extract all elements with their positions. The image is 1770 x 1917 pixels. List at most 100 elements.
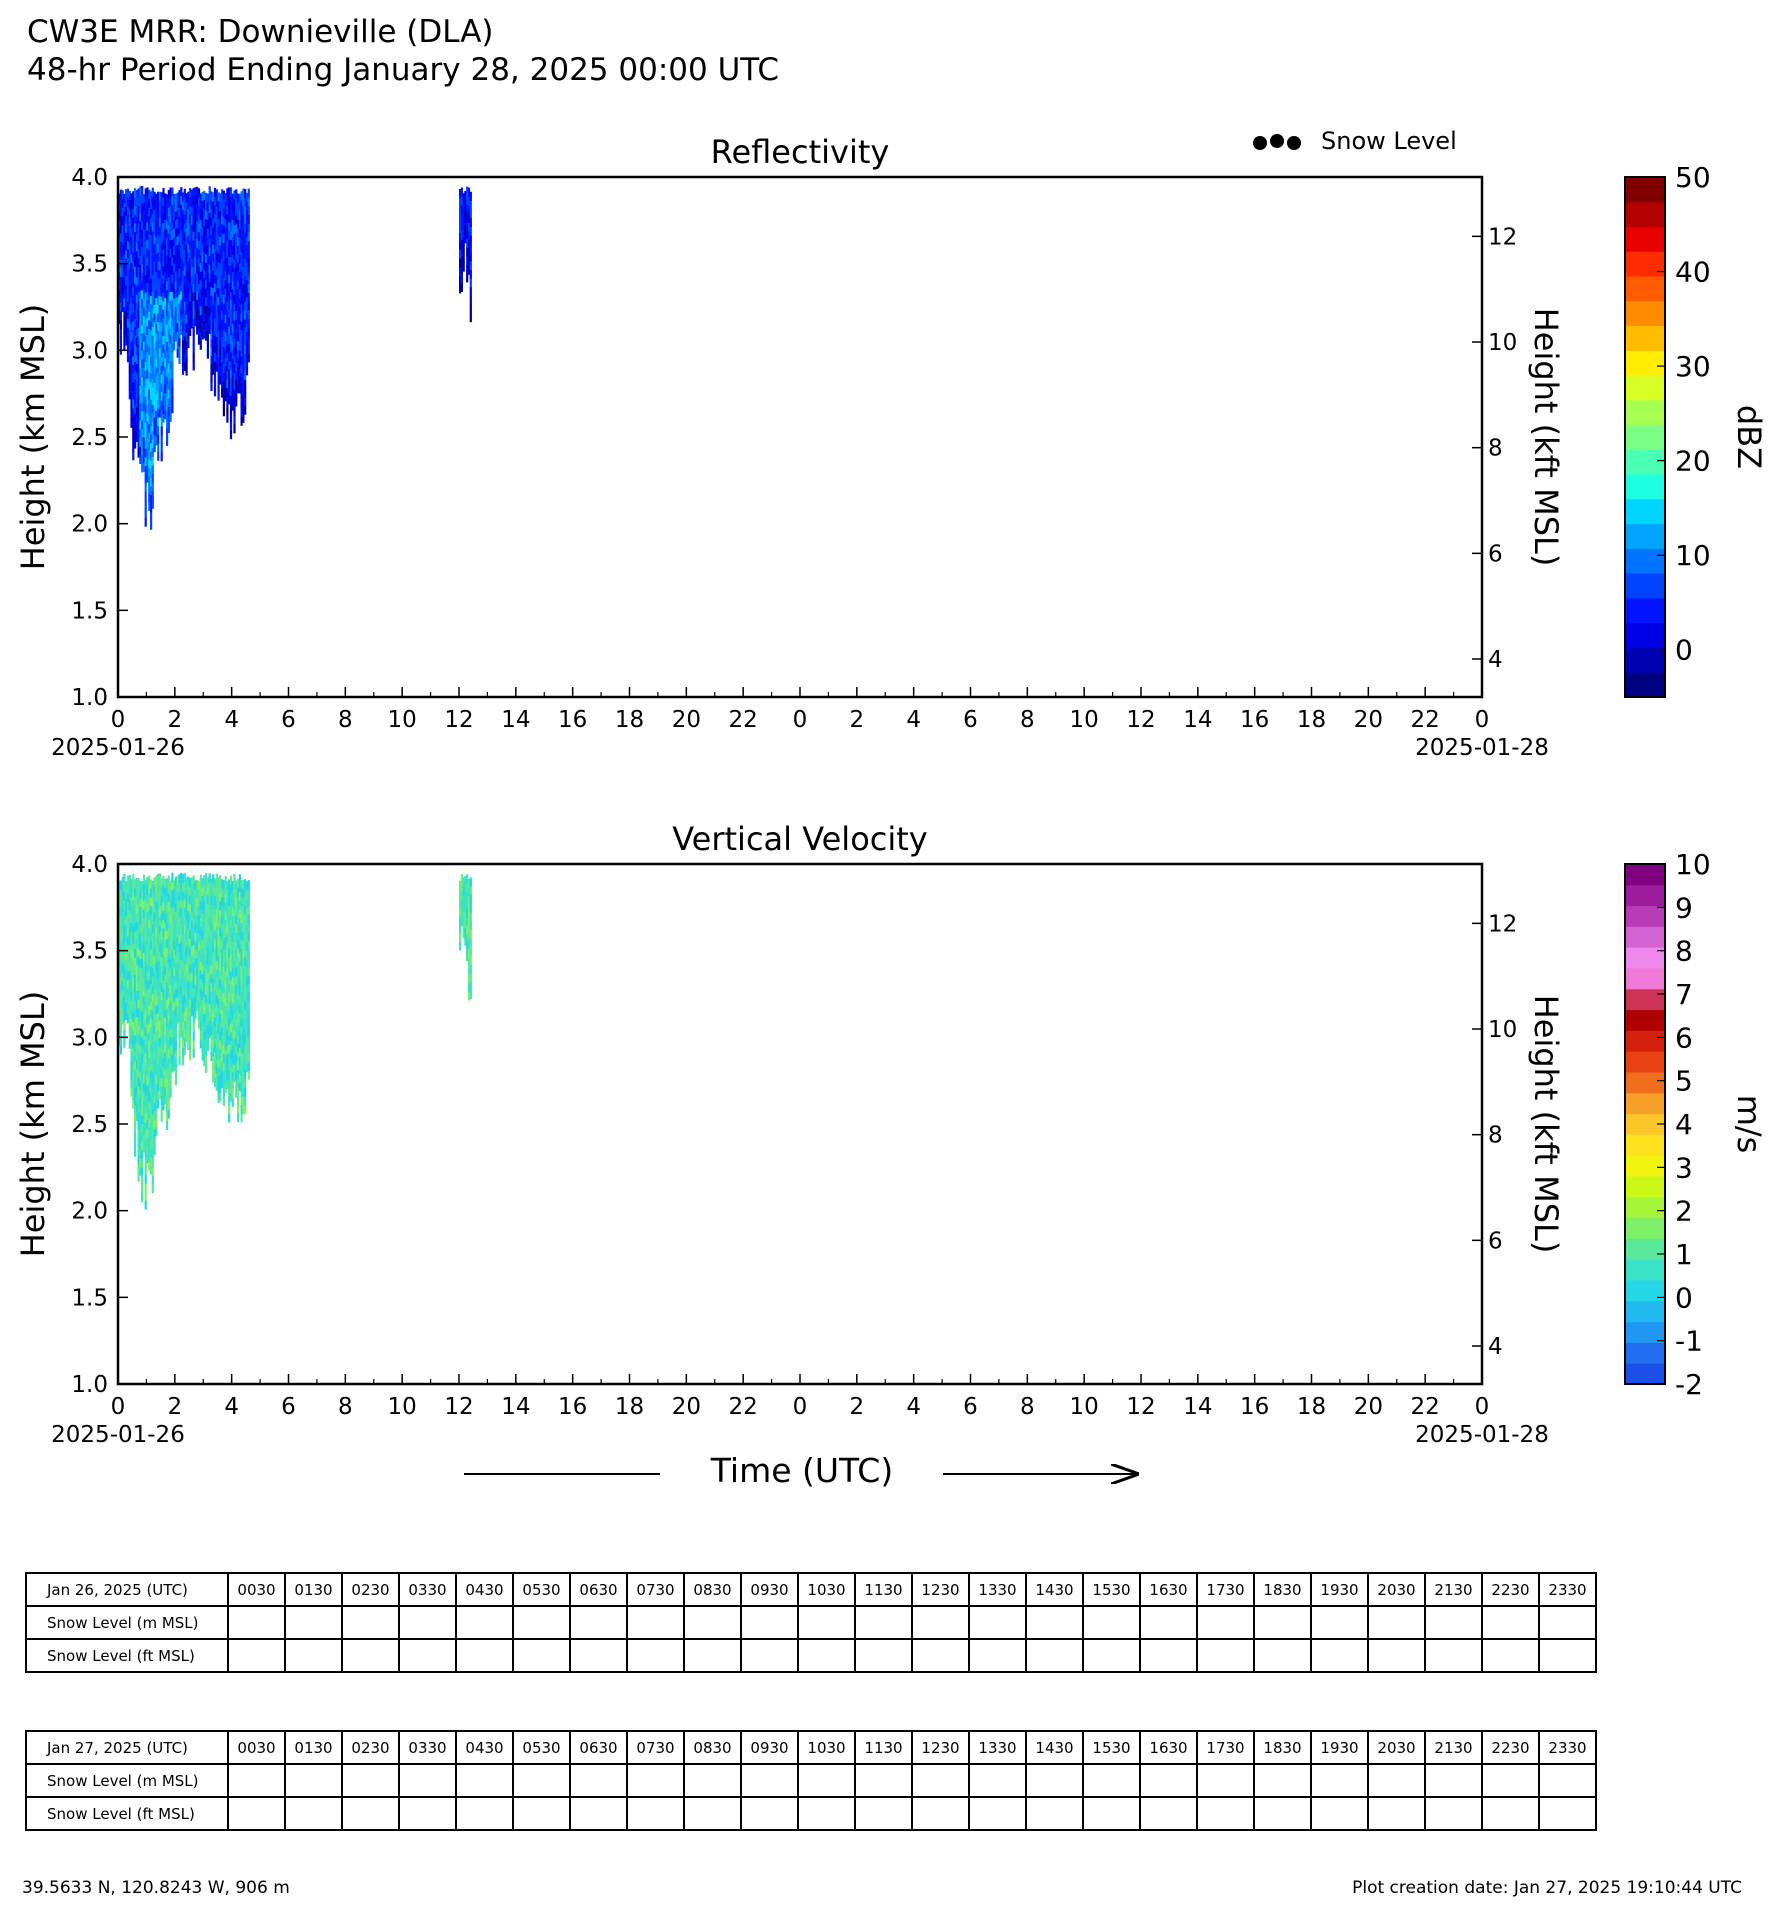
echo-cell: [229, 901, 233, 911]
echo-cell: [142, 263, 146, 273]
echo-cell: [166, 1025, 169, 1035]
echo-cell: [173, 245, 176, 255]
echo-cell: [151, 361, 154, 371]
echo-cell: [229, 378, 233, 388]
echo-cell: [164, 288, 167, 298]
echo-cell: [123, 926, 126, 936]
echo-cell: [135, 1008, 138, 1018]
y-tick-label: 3.5: [71, 939, 108, 965]
echo-cell: [229, 1066, 233, 1076]
echo-cell: [151, 958, 154, 968]
echo-cell: [189, 938, 192, 948]
echo-cell: [226, 318, 229, 328]
echo-cell: [183, 284, 186, 294]
echo-cell: [153, 347, 156, 357]
echo-cell: [125, 215, 128, 225]
echo-cell: [189, 231, 192, 241]
echo-cell: [245, 296, 249, 306]
echo-cell: [176, 953, 179, 963]
echo-cell: [174, 946, 177, 956]
echo-cell: [221, 197, 224, 207]
echo-cell: [132, 312, 135, 322]
echo-cell: [222, 285, 225, 295]
colorbar-segment: [1625, 375, 1665, 401]
echo-cell: [162, 404, 165, 414]
echo-cell: [158, 278, 161, 288]
table-value-cell: [398, 1796, 457, 1831]
echo-cell: [196, 282, 199, 292]
echo-cell: [219, 970, 222, 980]
echo-cell: [158, 933, 161, 943]
echo-cell: [169, 1010, 172, 1020]
echo-cell: [153, 313, 156, 323]
echo-cell: [128, 996, 131, 1006]
echo-cell: [201, 895, 204, 905]
echo-cell: [235, 362, 238, 372]
echo-cell: [169, 196, 172, 206]
echo-cell: [164, 1043, 167, 1053]
echo-cell: [146, 963, 149, 973]
echo-cell: [459, 267, 462, 277]
table-value-cell: [1253, 1605, 1312, 1640]
echo-cell: [235, 967, 238, 977]
echo-cell: [174, 894, 177, 904]
y-tick-label: 3.5: [71, 252, 108, 278]
table-value-cell: [284, 1605, 343, 1640]
echo-cell: [196, 949, 199, 959]
echo-cell: [173, 1019, 176, 1029]
echo-cell: [146, 352, 149, 362]
echo-cell: [169, 222, 172, 232]
echo-cell: [119, 189, 122, 199]
echo-cell: [213, 921, 217, 931]
echo-cell: [157, 1038, 160, 1048]
echo-cell: [174, 937, 177, 947]
echo-cell: [151, 248, 154, 258]
echo-cell: [224, 1075, 227, 1085]
echo-cell: [150, 1113, 153, 1123]
echo-cell: [146, 1110, 149, 1120]
echo-cell: [141, 212, 144, 222]
echo-cell: [128, 883, 131, 893]
echo-cell: [208, 194, 211, 204]
echo-cell: [146, 998, 149, 1008]
echo-cell: [169, 1001, 172, 1011]
echo-cell: [242, 405, 245, 415]
echo-cell: [203, 1031, 206, 1041]
colorbar-segment: [1625, 1342, 1665, 1364]
echo-cell: [228, 308, 231, 318]
colorbar-segment: [1625, 1176, 1665, 1198]
echo-cell: [222, 225, 225, 235]
echo-cell: [121, 250, 124, 260]
echo-cell: [221, 896, 224, 906]
echo-cell: [160, 1026, 163, 1036]
echo-cell: [164, 1026, 167, 1036]
table-value-cell: [1139, 1638, 1198, 1673]
echo-cell: [157, 321, 160, 331]
echo-cell: [189, 248, 192, 258]
echo-cell: [240, 940, 243, 950]
echo-cell: [148, 988, 151, 998]
echo-cell: [137, 188, 140, 198]
echo-cell: [141, 411, 144, 421]
echo-cell: [238, 1056, 241, 1066]
echo-cell: [167, 233, 170, 243]
echo-cell: [142, 1013, 146, 1023]
echo-cell: [148, 910, 151, 920]
echo-cell: [173, 949, 176, 959]
echo-cell: [231, 228, 234, 238]
echo-cell: [166, 938, 169, 948]
echo-cell: [206, 886, 209, 896]
echo-cell: [226, 976, 229, 986]
echo-cell: [137, 283, 140, 293]
echo-cell: [222, 372, 225, 382]
table-value-cell: [740, 1605, 799, 1640]
echo-cell: [460, 917, 463, 927]
colorbar-segment: [1625, 1238, 1665, 1260]
echo-cell: [229, 1005, 233, 1015]
echo-cell: [240, 1026, 243, 1036]
echo-cell: [130, 245, 133, 255]
echo-cell: [194, 967, 197, 977]
echo-cell: [151, 404, 154, 414]
echo-cell: [128, 234, 131, 244]
echo-cell: [151, 950, 154, 960]
